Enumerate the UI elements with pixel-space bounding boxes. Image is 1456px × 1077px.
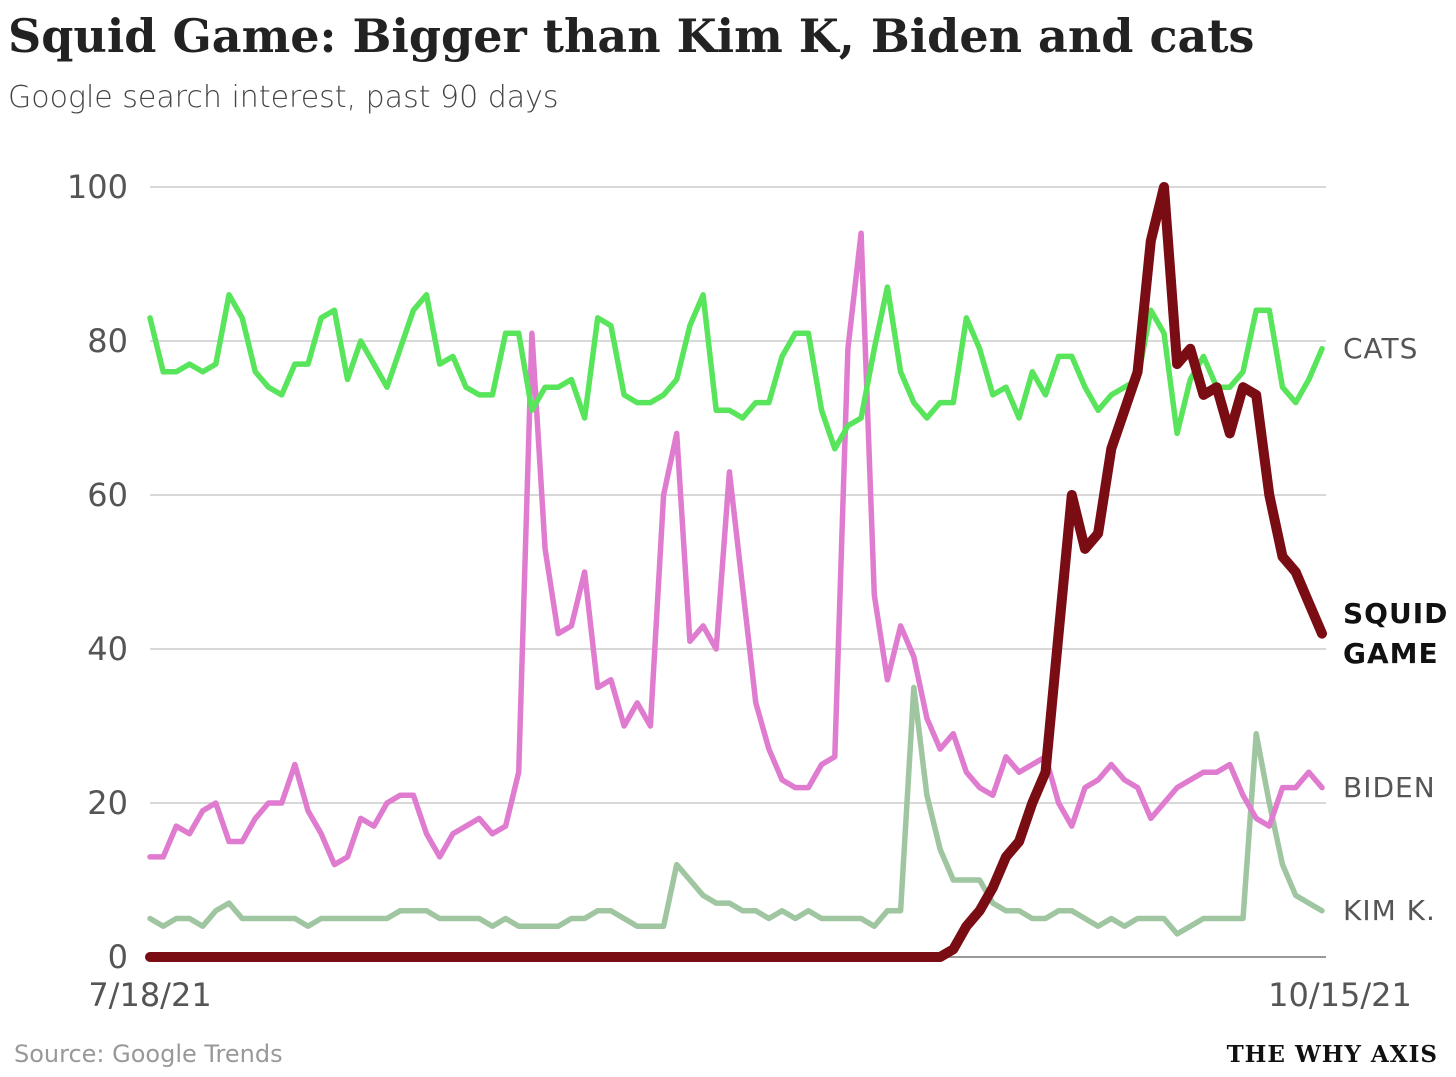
series-line <box>147 284 1325 452</box>
series-line <box>147 684 1325 937</box>
y-tick-label: 40 <box>87 630 128 668</box>
x-tick-label: 7/18/21 <box>88 976 211 1014</box>
source: Source: Google Trends <box>14 1040 283 1068</box>
x-tick-label: 10/15/21 <box>1268 976 1412 1014</box>
chart-title: Squid Game: Bigger than Kim K, Biden and… <box>8 9 1254 63</box>
chart-subtitle: Google search interest, past 90 days <box>8 80 559 115</box>
brand: THE WHY AXIS <box>1227 1041 1438 1068</box>
y-tick-label: 80 <box>87 322 128 360</box>
series-line <box>147 230 1325 868</box>
y-tick-label: 60 <box>87 476 128 514</box>
series-label: KIM K. <box>1343 893 1436 927</box>
y-tick-label: 100 <box>67 168 128 206</box>
series-line <box>145 182 1327 962</box>
series-label: BIDEN <box>1343 770 1436 804</box>
y-tick-label: 20 <box>87 784 128 822</box>
series-label: SQUID GAME <box>1343 596 1449 670</box>
y-tick-label: 0 <box>108 938 128 976</box>
series-label: CATS <box>1343 331 1419 365</box>
